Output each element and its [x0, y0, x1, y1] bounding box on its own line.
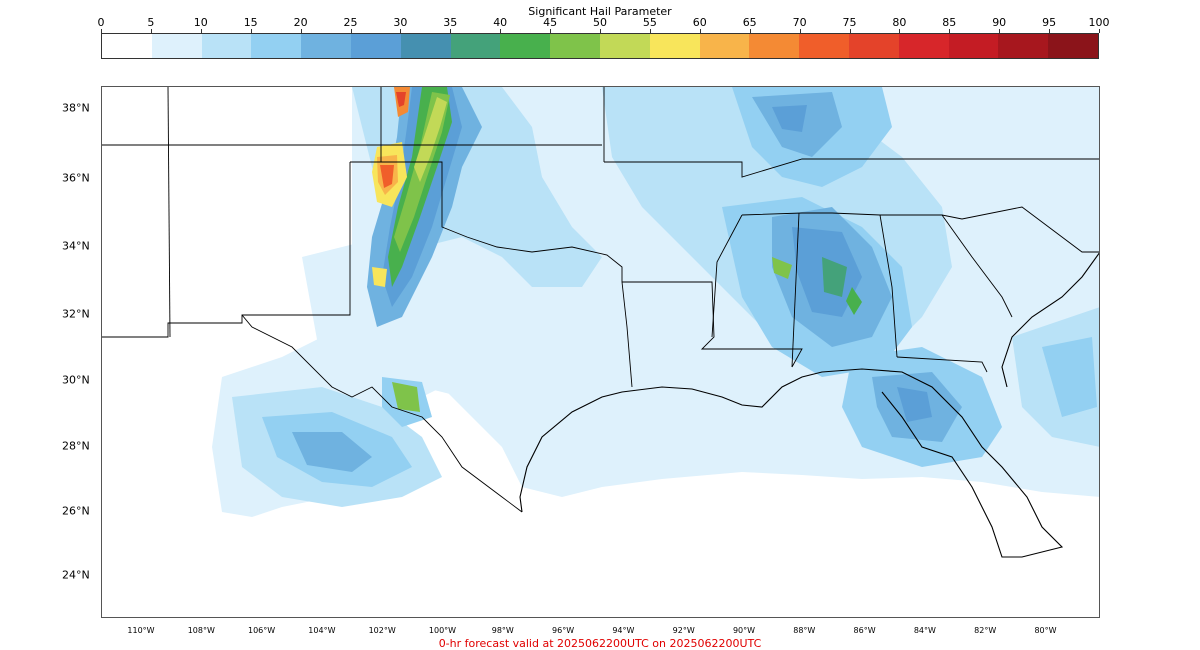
- colorbar-tick-mark: [999, 29, 1001, 33]
- colorbar-tick-label: 20: [293, 16, 308, 29]
- map-canvas: [102, 87, 1099, 558]
- colorbar-tick-mark: [200, 29, 202, 33]
- colorbar-title: Significant Hail Parameter: [528, 5, 672, 18]
- latitude-label: 32°N: [62, 307, 90, 321]
- colorbar-tick-mark: [400, 29, 402, 33]
- colorbar-segment: [1048, 34, 1098, 58]
- longitude-label: 104°W: [308, 626, 336, 635]
- hail-parameter-field: [212, 87, 1099, 517]
- colorbar-tick-mark: [550, 29, 552, 33]
- colorbar-tick-mark: [649, 29, 651, 33]
- colorbar-tick-mark: [150, 29, 152, 33]
- colorbar-tick-mark: [500, 29, 502, 33]
- longitude-label: 92°W: [672, 626, 695, 635]
- state-boundaries: [102, 87, 1099, 513]
- colorbar-segment: [799, 34, 849, 58]
- colorbar-tick-mark: [699, 29, 701, 33]
- longitude-label: 100°W: [428, 626, 457, 635]
- colorbar: [101, 33, 1099, 59]
- colorbar-tick-mark: [899, 29, 901, 33]
- colorbar-segment: [500, 34, 551, 58]
- colorbar-tick-mark: [450, 29, 452, 33]
- colorbar-tick-label: 40: [493, 16, 508, 29]
- colorbar-segment: [749, 34, 800, 58]
- colorbar-segment: [251, 34, 302, 58]
- longitude-label: 88°W: [793, 626, 816, 635]
- colorbar-tick-label: 75: [842, 16, 857, 29]
- longitude-label: 98°W: [491, 626, 514, 635]
- latitude-label: 34°N: [62, 239, 90, 253]
- colorbar-segment: [350, 34, 401, 58]
- longitude-label: 86°W: [853, 626, 876, 635]
- colorbar-tick-label: 55: [642, 16, 657, 29]
- latitude-label: 28°N: [62, 439, 90, 453]
- longitude-label: 106°W: [248, 626, 276, 635]
- colorbar-tick-label: 0: [97, 16, 105, 29]
- colorbar-tick-mark: [1099, 29, 1100, 33]
- longitude-label: 102°W: [368, 626, 396, 635]
- colorbar-segment: [102, 34, 152, 58]
- longitude-label: 80°W: [1034, 626, 1057, 635]
- forecast-valid-time: 0-hr forecast valid at 2025062200UTC on …: [438, 637, 762, 650]
- colorbar-segment: [400, 34, 451, 58]
- colorbar-segment: [201, 34, 252, 58]
- colorbar-tick-label: 30: [393, 16, 408, 29]
- colorbar-tick-label: 50: [593, 16, 607, 29]
- colorbar-segment: [948, 34, 999, 58]
- colorbar-tick-label: 65: [742, 16, 757, 29]
- colorbar-tick-mark: [849, 29, 851, 33]
- longitude-label: 82°W: [974, 626, 997, 635]
- colorbar-tick-label: 80: [892, 16, 907, 29]
- colorbar-segment: [599, 34, 650, 58]
- colorbar-tick-label: 10: [193, 16, 208, 29]
- colorbar-tick-label: 15: [243, 16, 258, 29]
- colorbar-tick-mark: [350, 29, 352, 33]
- colorbar-segment: [649, 34, 700, 58]
- colorbar-tick-label: 45: [543, 16, 558, 29]
- colorbar-tick-mark: [949, 29, 951, 33]
- longitude-label: 94°W: [612, 626, 635, 635]
- longitude-label: 108°W: [187, 626, 215, 635]
- longitude-label: 84°W: [913, 626, 936, 635]
- colorbar-segment: [301, 34, 351, 58]
- colorbar-tick-mark: [250, 29, 252, 33]
- longitude-label: 90°W: [732, 626, 756, 635]
- colorbar-tick-label: 70: [792, 16, 807, 29]
- colorbar-tick-mark: [300, 29, 302, 33]
- coastline: [519, 252, 1099, 558]
- colorbar-tick-label: 35: [443, 16, 458, 29]
- latitude-label: 26°N: [62, 504, 90, 518]
- colorbar-tick-label: 25: [343, 16, 358, 29]
- colorbar-segment: [998, 34, 1049, 58]
- colorbar-segment: [699, 34, 750, 58]
- colorbar-tick-label: 5: [147, 16, 155, 29]
- colorbar-tick-label: 60: [692, 16, 707, 29]
- longitude-label: 96°W: [552, 626, 575, 635]
- colorbar-tick-label: 95: [1042, 16, 1057, 29]
- colorbar-segment: [550, 34, 600, 58]
- latitude-label: 24°N: [62, 568, 90, 582]
- colorbar-segment: [450, 34, 501, 58]
- latitude-label: 36°N: [62, 171, 90, 185]
- colorbar-tick-label: 90: [992, 16, 1007, 29]
- colorbar-tick-mark: [101, 29, 102, 33]
- colorbar-tick-label: 85: [942, 16, 957, 29]
- colorbar-segment: [848, 34, 899, 58]
- colorbar-segment: [151, 34, 202, 58]
- colorbar-tick-mark: [600, 29, 601, 33]
- colorbar-tick-mark: [799, 29, 801, 33]
- colorbar-tick-mark: [749, 29, 751, 33]
- map-panel: [101, 86, 1100, 618]
- latitude-label: 38°N: [62, 101, 90, 115]
- longitude-label: 110°W: [127, 626, 155, 635]
- latitude-label: 30°N: [62, 373, 90, 387]
- colorbar-tick-label: 100: [1088, 16, 1110, 29]
- colorbar-segment: [898, 34, 949, 58]
- colorbar-tick-mark: [1049, 29, 1051, 33]
